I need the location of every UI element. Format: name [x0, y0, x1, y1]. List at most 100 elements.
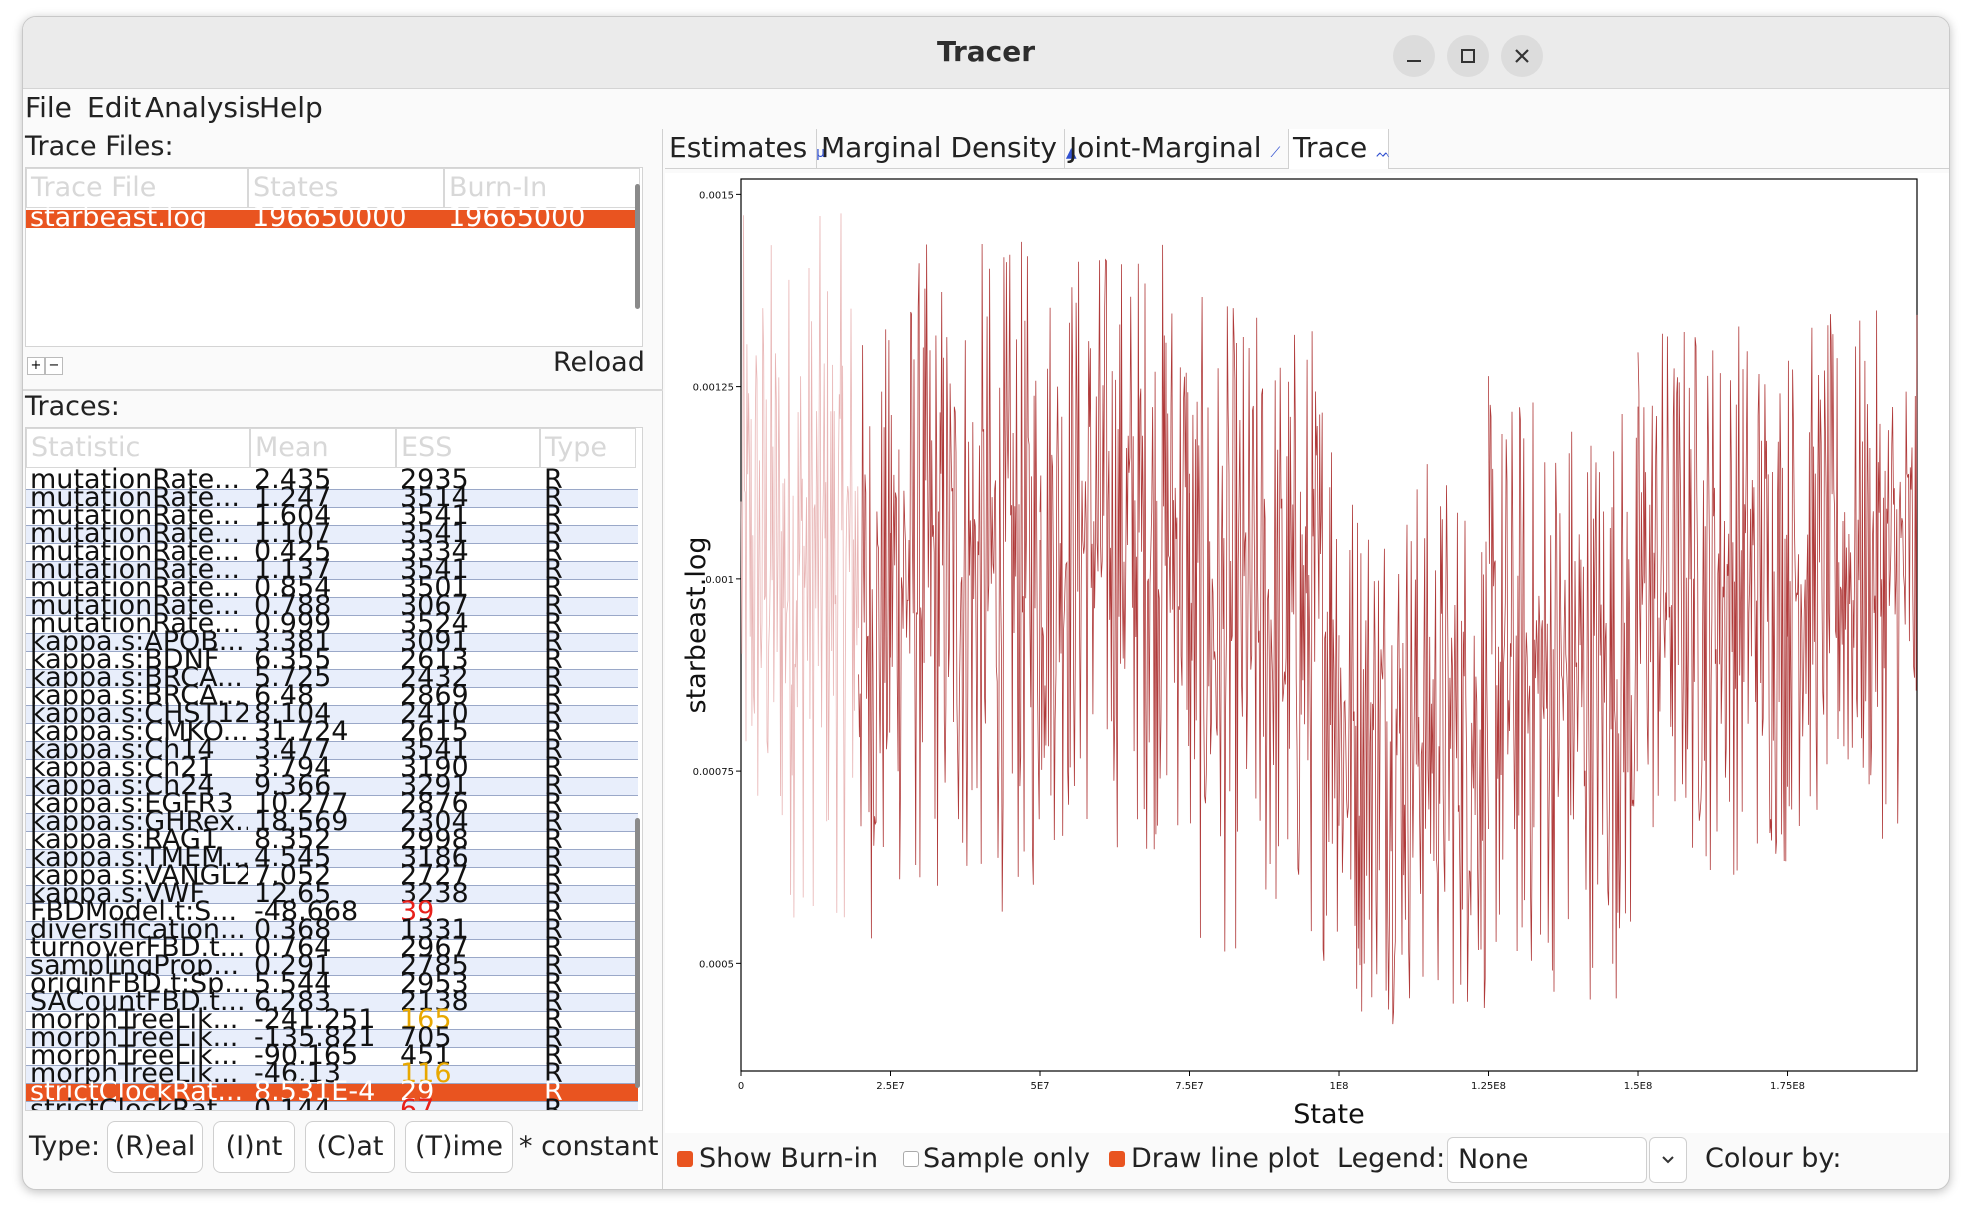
trace-file-states: 196650000	[252, 204, 407, 231]
traces-scrollbar[interactable]	[635, 818, 640, 1088]
trace-row[interactable]: kappa.s:GHRex... 18.569 2304 R	[26, 808, 638, 835]
column-burn-in[interactable]: Burn-In	[444, 168, 640, 208]
trace-file-row[interactable]: starbeast.log 196650000 19665000	[26, 204, 640, 231]
draw-line-plot-checkbox[interactable]	[1109, 1151, 1125, 1167]
legend-select[interactable]: None	[1447, 1137, 1647, 1183]
trace-ess: 2998	[400, 826, 469, 853]
type-real-button[interactable]: (R)eal	[107, 1121, 203, 1173]
trace-statistic: SACountFBD.t...	[30, 988, 246, 1015]
trace-statistic: kappa.s:APOB...	[30, 628, 245, 655]
trace-ess: 67	[400, 1096, 538, 1110]
trace-row[interactable]: mutationRate... 0.425 3334 R	[26, 538, 638, 565]
trace-row[interactable]: kappa.s:BRCA... 5.725 2432 R	[26, 664, 638, 691]
trace-row[interactable]: kappa.s:Ch14 3.477 3541 R	[26, 736, 638, 763]
x-axis-ticks: 0 2.5E7 5E7 7.5E7 1E8 1.25E8 1.5E8 1.75E8	[738, 1071, 1805, 1092]
trace-row[interactable]: kappa.s:CHST12 8.104 2410 R	[26, 700, 638, 727]
type-int-button[interactable]: (I)nt	[213, 1121, 295, 1173]
trace-row[interactable]: mutationRate... 1.247 3514 R	[26, 484, 638, 511]
trace-row[interactable]: mutationRate... 0.854 3501 R	[26, 574, 638, 601]
trace-row[interactable]: SACountFBD.t... 6.283 2138 R	[26, 988, 638, 1015]
trace-ess: 3067	[400, 592, 469, 619]
trace-row[interactable]: kappa.s:TMEM... 4.545 3186 R	[26, 844, 638, 871]
trace-row[interactable]: kappa.s:EGFR3 10.277 2876 R	[26, 790, 638, 817]
trace-row[interactable]: kappa.s:RAG1 8.352 2998 R	[26, 826, 638, 853]
trace-file-burnin[interactable]: 19665000	[448, 204, 586, 231]
menu-analysis[interactable]: Analysis	[145, 91, 261, 124]
column-ess[interactable]: ESS	[396, 428, 540, 468]
trace-icon: ᨓ	[1376, 146, 1391, 160]
trace-ess: 2432	[400, 664, 469, 691]
trace-row[interactable]: FBDModel.t:S... -48.668 39 R	[26, 898, 638, 925]
column-type[interactable]: Type	[540, 428, 636, 468]
type-bar: Type: (R)eal (I)nt (C)at (T)ime * consta…	[23, 1121, 663, 1177]
type-label: Type:	[29, 1131, 101, 1162]
tab-joint-marginal[interactable]: Joint-Marginal ⟋	[1065, 129, 1289, 169]
trace-row[interactable]: strictClockRat... 0.144 67 R	[26, 1096, 638, 1110]
trace-row[interactable]: morphTreeLik... -241.251 165 R	[26, 1006, 638, 1033]
trace-row[interactable]: kappa.s:Ch24 9.366 3291 R	[26, 772, 638, 799]
y-tick-label: 0.00125	[693, 383, 734, 394]
trace-row[interactable]: kappa.s:BDNF 6.355 2613 R	[26, 646, 638, 673]
column-trace-file[interactable]: Trace File	[26, 168, 248, 208]
trace-row[interactable]: morphTreeLik... -90.165 451 R	[26, 1042, 638, 1069]
tracer-window: Tracer File Edit Analysis Help Trace Fil…	[22, 16, 1950, 1190]
maximize-button[interactable]	[1447, 35, 1489, 77]
trace-row[interactable]: mutationRate... 1.137 3541 R	[26, 556, 638, 583]
trace-row[interactable]: kappa.s:BRCA... 6.48 2869 R	[26, 682, 638, 709]
trace-mean: 2.435	[254, 466, 332, 493]
add-file-button[interactable]: +	[27, 357, 45, 375]
trace-row[interactable]: strictClockRat... 8.531E-4 29 R	[26, 1078, 638, 1105]
tab-marginal-density[interactable]: Marginal Density ▲	[817, 129, 1077, 169]
trace-mean: 3.477	[254, 736, 332, 763]
trace-row[interactable]: morphTreeLik... -46.13 116 R	[26, 1060, 638, 1087]
menu-help[interactable]: Help	[259, 91, 323, 124]
type-cat-button[interactable]: (C)at	[305, 1121, 395, 1173]
trace-row[interactable]: mutationRate... 2.435 2935 R	[26, 466, 638, 493]
trace-row[interactable]: kappa.s:VWF 12.65 3238 R	[26, 880, 638, 907]
show-burnin-checkbox[interactable]	[677, 1151, 693, 1167]
remove-file-button[interactable]: −	[45, 357, 63, 375]
trace-row[interactable]: mutationRate... 1.107 3541 R	[26, 520, 638, 547]
tab-joint-marginal-label: Joint-Marginal	[1069, 131, 1262, 164]
trace-row[interactable]: mutationRate... 1.604 3541 R	[26, 502, 638, 529]
trace-ess: 3238	[400, 880, 469, 907]
trace-mean: -46.13	[254, 1060, 342, 1087]
minimize-button[interactable]	[1393, 35, 1435, 77]
trace-files-scrollbar[interactable]	[635, 184, 640, 309]
reload-button[interactable]: Reload	[553, 347, 645, 378]
trace-row[interactable]: mutationRate... 0.788 3067 R	[26, 592, 638, 619]
trace-row[interactable]: turnoverFBD.t... 0.764 2967 R	[26, 934, 638, 961]
trace-mean: 1.247	[254, 484, 332, 511]
trace-plot-panel: 0 2.5E7 5E7 7.5E7 1E8 1.25E8 1.5E8 1.75E8 0.000…	[665, 173, 1949, 1133]
sample-only-checkbox[interactable]	[903, 1151, 919, 1167]
trace-row[interactable]: originFBD.t:Sp... 5.544 2953 R	[26, 970, 638, 997]
trace-row[interactable]: mutationRate... 0.999 3524 R	[26, 610, 638, 637]
trace-row[interactable]: samplingProp... 0.291 2785 R	[26, 952, 638, 979]
trace-mean: 3.381	[254, 628, 332, 655]
menu-edit[interactable]: Edit	[87, 91, 142, 124]
trace-row[interactable]: kappa.s:APOB... 3.381 3091 R	[26, 628, 638, 655]
trace-row[interactable]: morphTreeLik... -135.821 705 R	[26, 1024, 638, 1051]
trace-ess: 3190	[400, 754, 469, 781]
trace-ess: 2876	[400, 790, 469, 817]
close-button[interactable]	[1501, 35, 1543, 77]
trace-row[interactable]: diversification... 0.368 1331 R	[26, 916, 638, 943]
tab-estimates[interactable]: Estimates μ	[665, 129, 825, 169]
menu-file[interactable]: File	[25, 91, 72, 124]
trace-row[interactable]: kappa.s:CMKO... 31.724 2615 R	[26, 718, 638, 745]
legend-dropdown-button[interactable]	[1649, 1137, 1687, 1183]
column-statistic[interactable]: Statistic	[26, 428, 250, 468]
trace-ess: 3524	[400, 610, 469, 637]
column-states[interactable]: States	[248, 168, 444, 208]
type-time-button[interactable]: (T)ime	[405, 1121, 513, 1173]
panel-divider[interactable]	[23, 389, 663, 391]
trace-statistic: kappa.s:TMEM...	[30, 844, 248, 871]
trace-mean: 1.604	[254, 502, 332, 529]
trace-row[interactable]: kappa.s:VANGL2 7.052 2727 R	[26, 862, 638, 889]
trace-mean: -48.668	[254, 898, 359, 925]
trace-row[interactable]: kappa.s:Ch21 3.794 3190 R	[26, 754, 638, 781]
trace-mean: 8.352	[254, 826, 332, 853]
column-mean[interactable]: Mean	[250, 428, 396, 468]
trace-ess: 3501	[400, 574, 469, 601]
tab-trace[interactable]: Trace ᨓ	[1289, 129, 1391, 169]
